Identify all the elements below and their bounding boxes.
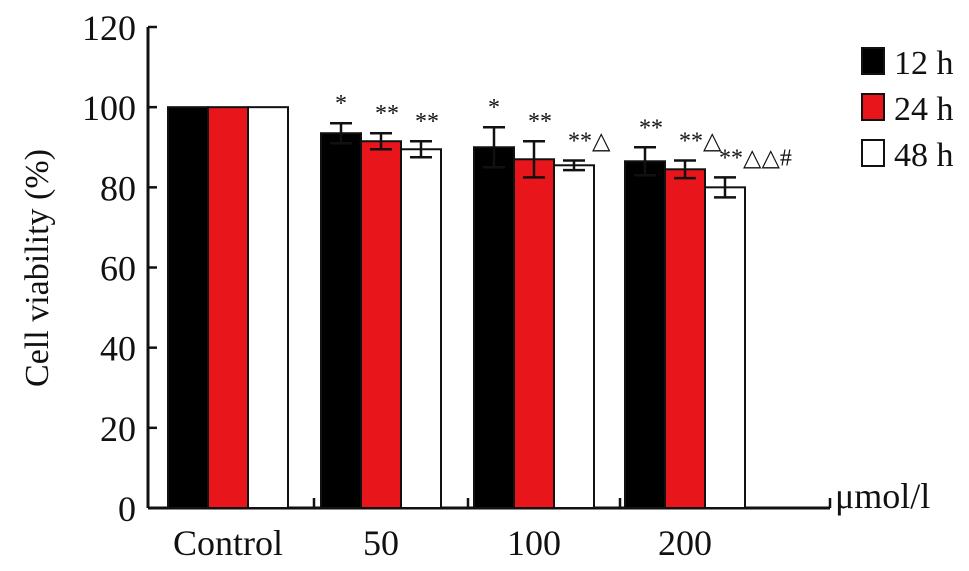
bar-12h-50 — [320, 132, 362, 510]
y-tick-label: 60 — [100, 249, 136, 289]
bar-24h-100 — [513, 158, 555, 509]
x-unit-label: μmol/l — [835, 476, 930, 516]
y-axis-label: Cell viability (%) — [19, 149, 56, 387]
x-tick-label: 200 — [658, 523, 712, 563]
legend-swatch — [861, 93, 885, 121]
x-tick-label: Control — [173, 523, 283, 563]
significance-label: * — [335, 91, 347, 117]
y-tick-label: 80 — [100, 168, 136, 208]
significance-label: **△ — [679, 128, 722, 154]
y-tick-label: 20 — [100, 409, 136, 449]
bar-12h-Control — [167, 106, 209, 510]
significance-label: ** — [415, 109, 439, 135]
significance-label: ** — [639, 115, 663, 141]
bar-24h-Control — [207, 106, 249, 510]
bar-48h-100 — [553, 164, 595, 509]
significance-label: * — [488, 95, 500, 121]
significance-label: ** — [528, 109, 552, 135]
bar-48h-Control — [247, 106, 289, 510]
bar-48h-200 — [704, 186, 746, 509]
y-tick-label: 40 — [100, 329, 136, 369]
legend-label: 48 h — [894, 137, 954, 174]
significance-label: ** — [375, 101, 399, 127]
legend-swatch — [861, 139, 885, 167]
bar-12h-200 — [624, 160, 666, 509]
bar-24h-50 — [360, 140, 402, 510]
x-tick-label: 50 — [363, 523, 399, 563]
y-tick-label: 100 — [82, 88, 136, 128]
bar-48h-50 — [400, 148, 442, 509]
y-tick-label: 0 — [118, 489, 136, 529]
legend-label: 24 h — [894, 91, 954, 128]
bar-24h-200 — [664, 168, 706, 509]
significance-label: **△ — [568, 128, 611, 154]
significance-label: **△△# — [719, 145, 792, 171]
y-tick-label: 120 — [82, 8, 136, 48]
legend-label: 12 h — [894, 45, 954, 82]
x-tick-label: 100 — [507, 523, 561, 563]
legend-swatch — [861, 47, 885, 75]
bar-12h-100 — [473, 146, 515, 509]
